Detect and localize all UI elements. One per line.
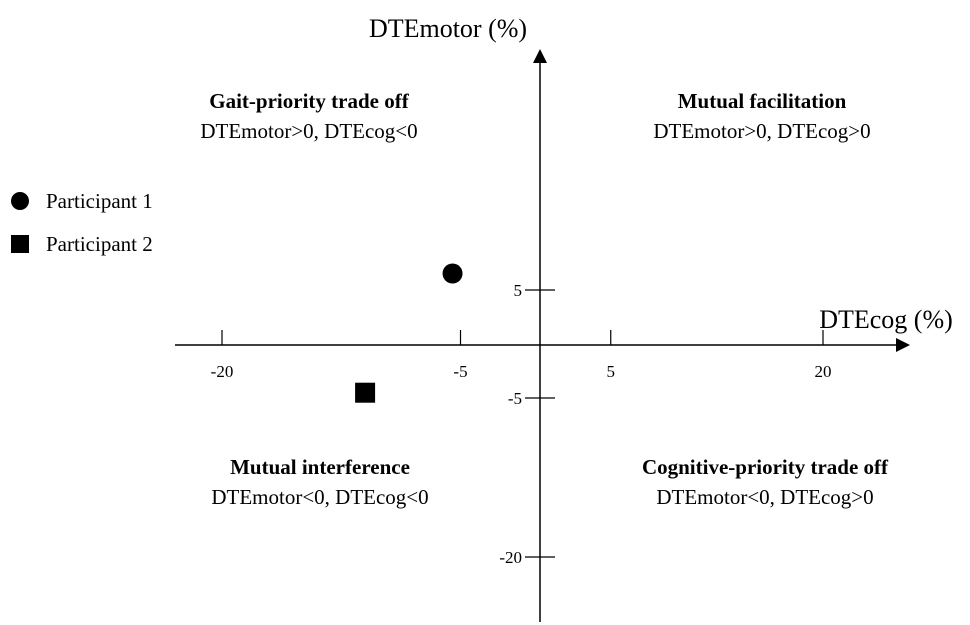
data-point-series-1 (442, 263, 463, 284)
quadrant-title: Mutual facilitation (678, 89, 847, 113)
x-axis-ticks: -20 -5 5 20 (211, 330, 832, 381)
quadrant-condition: DTEmotor>0, DTEcog>0 (653, 119, 870, 143)
quadrant-label-top-left: Gait-priority trade off DTEmotor>0, DTEc… (200, 89, 417, 143)
y-axis-ticks: 5 -5 -20 (499, 281, 555, 567)
quadrant-label-bottom-right: Cognitive-priority trade off DTEmotor<0,… (642, 455, 889, 509)
quadrant-condition: DTEmotor<0, DTEcog>0 (656, 485, 873, 509)
data-point-series-2 (355, 382, 376, 403)
quadrant-condition: DTEmotor>0, DTEcog<0 (200, 119, 417, 143)
quadrant-title: Gait-priority trade off (209, 89, 409, 113)
legend-label-participant-2: Participant 2 (46, 232, 153, 256)
x-axis-arrowhead (896, 338, 910, 352)
quadrant-title: Mutual interference (230, 455, 410, 479)
x-axis-title: DTEcog (%) (819, 305, 953, 334)
legend-marker-circle (11, 192, 29, 210)
quadrant-condition: DTEmotor<0, DTEcog<0 (211, 485, 428, 509)
quadrant-label-top-right: Mutual facilitation DTEmotor>0, DTEcog>0 (653, 89, 870, 143)
y-tick-label: -5 (508, 389, 522, 408)
x-tick-label: -20 (211, 362, 234, 381)
quadrant-title: Cognitive-priority trade off (642, 455, 889, 479)
legend: Participant 1 Participant 2 (11, 189, 153, 256)
x-tick-label: -5 (453, 362, 467, 381)
legend-label-participant-1: Participant 1 (46, 189, 153, 213)
y-axis-title: DTEmotor (%) (369, 14, 527, 43)
y-axis-arrowhead (533, 49, 547, 63)
legend-marker-square (11, 235, 29, 253)
data-points (355, 263, 463, 403)
y-tick-label: 5 (514, 281, 523, 300)
x-tick-label: 20 (815, 362, 832, 381)
axes (175, 49, 910, 622)
x-tick-label: 5 (607, 362, 616, 381)
y-tick-label: -20 (499, 548, 522, 567)
quadrant-label-bottom-left: Mutual interference DTEmotor<0, DTEcog<0 (211, 455, 428, 509)
